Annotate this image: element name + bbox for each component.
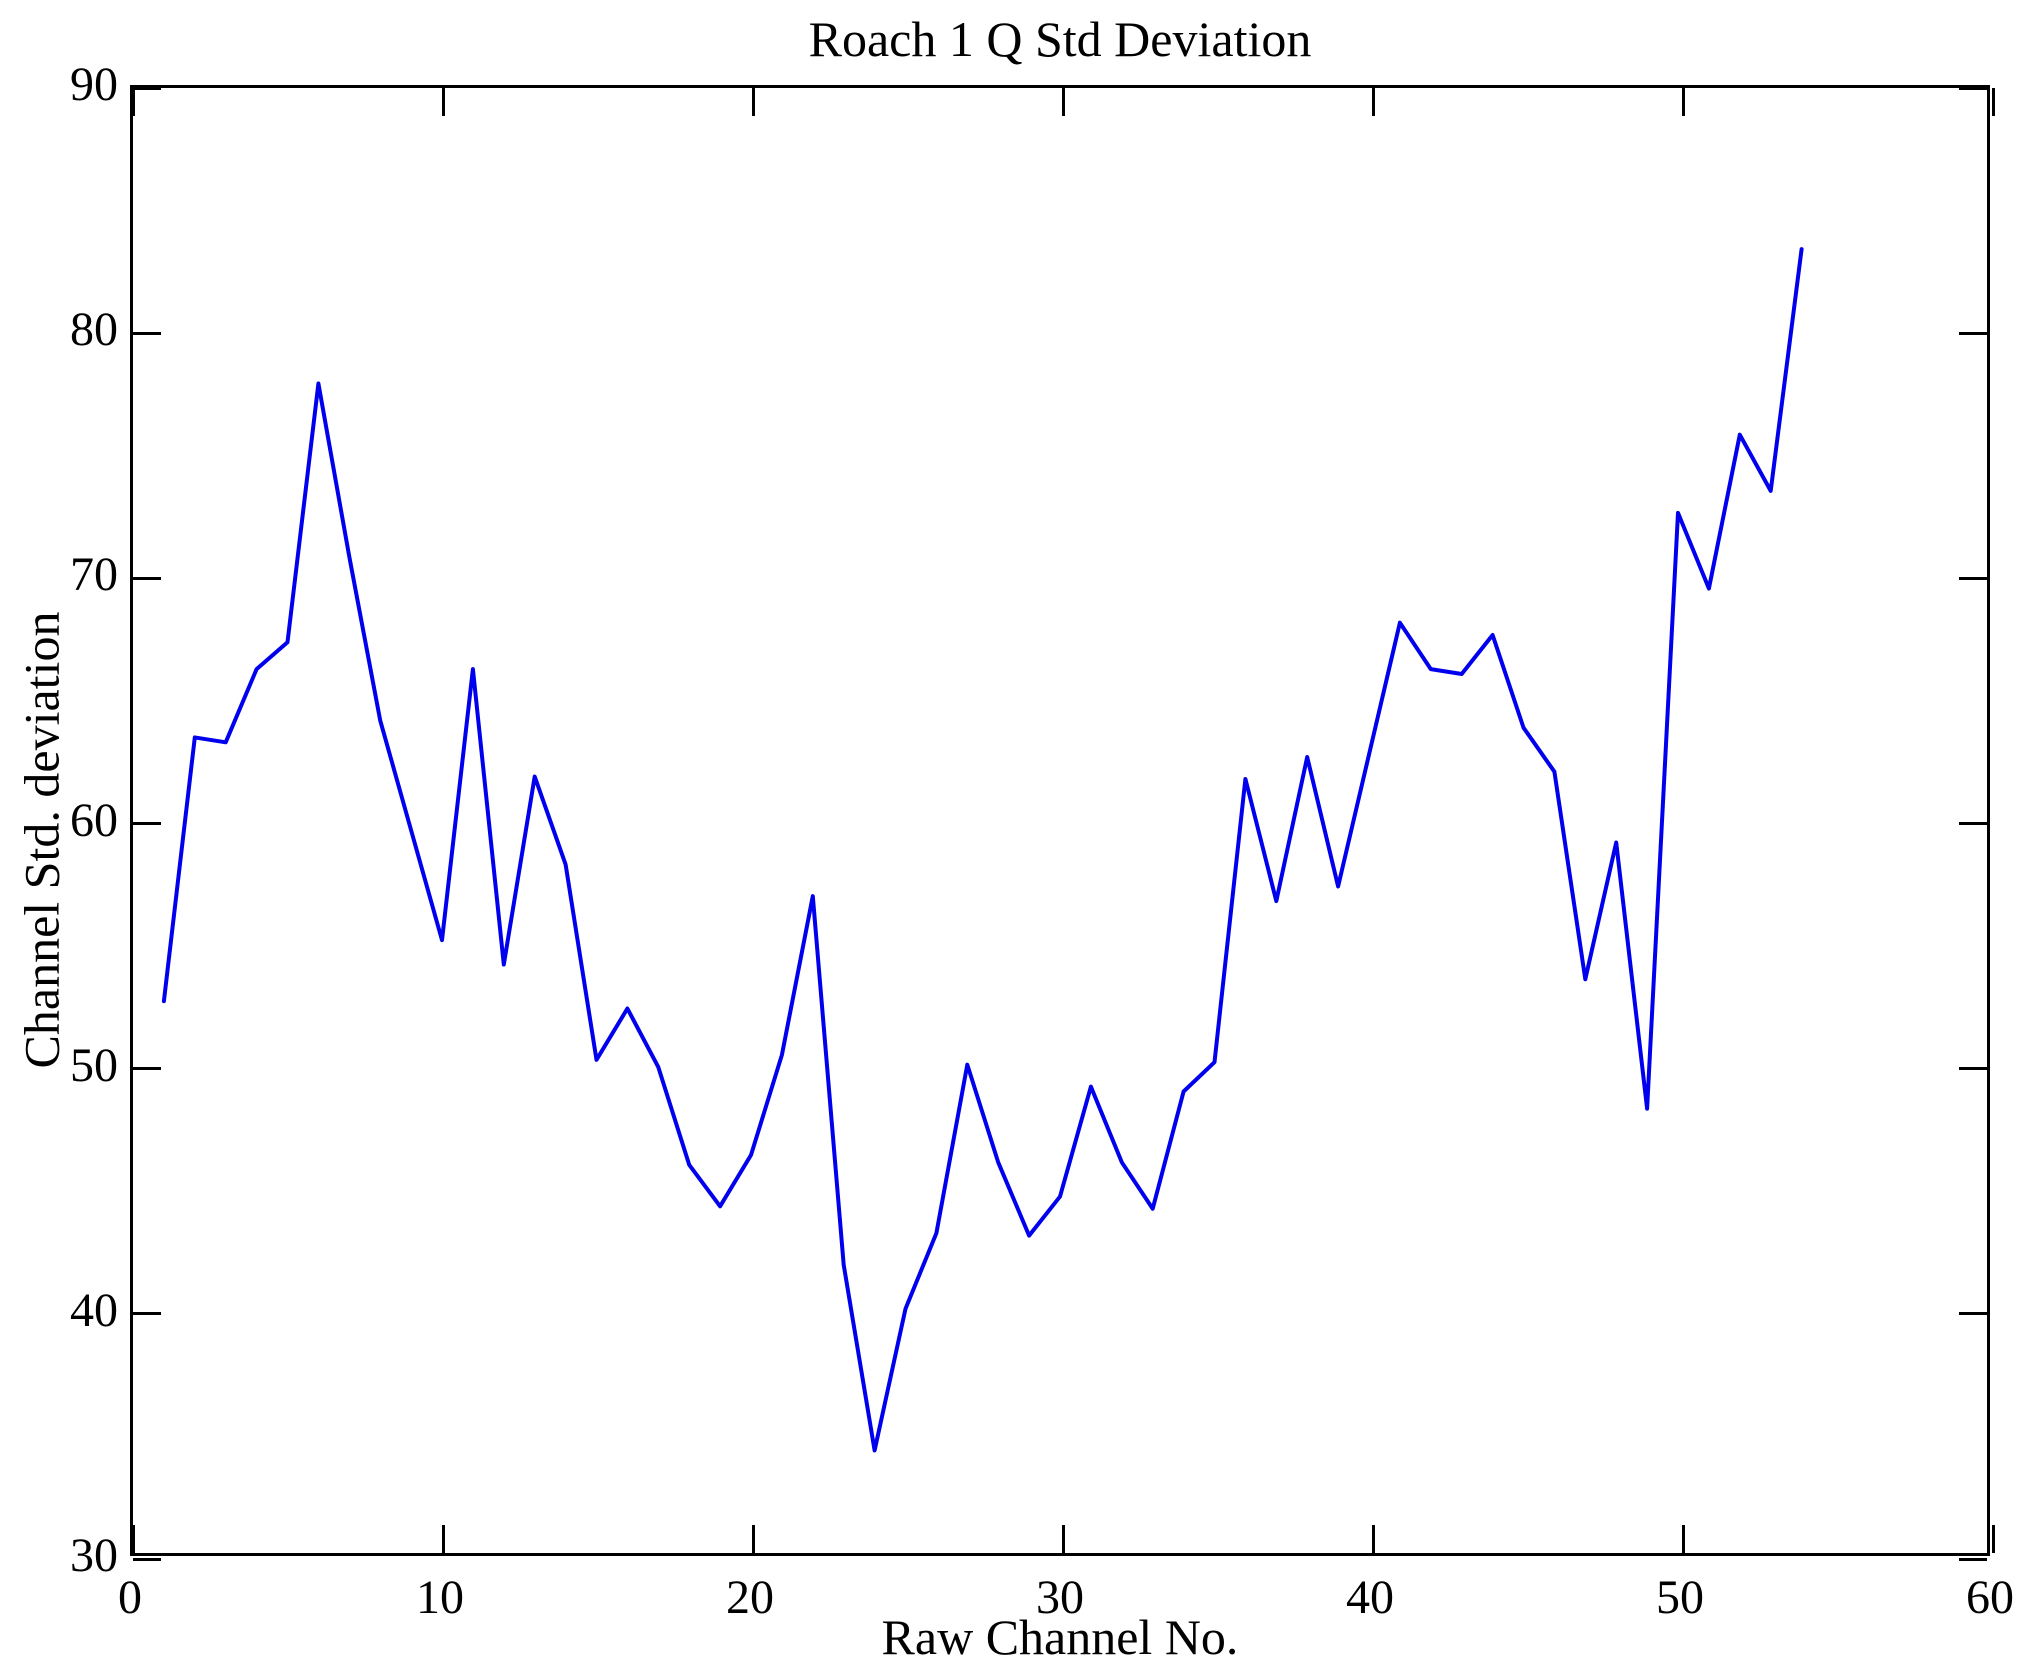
x-tick-mark-top (1061, 88, 1065, 116)
x-tick-mark (1371, 1525, 1375, 1553)
x-tick-label: 50 (1656, 1571, 1704, 1624)
y-tick-mark (133, 1067, 161, 1071)
y-tick-label: 70 (70, 548, 118, 602)
y-tick-label: 60 (70, 793, 118, 847)
x-tick-label: 20 (726, 1571, 774, 1624)
y-tick-mark-right (1959, 1067, 1987, 1071)
y-tick-mark (133, 822, 161, 825)
x-tick-label: 60 (1966, 1571, 2014, 1624)
y-tick-label: 50 (70, 1038, 118, 1092)
y-tick-label: 90 (70, 58, 118, 111)
y-tick-label: 30 (70, 1529, 118, 1582)
y-tick-label: 40 (70, 1283, 118, 1337)
y-tick-mark-right (1959, 331, 1987, 335)
y-tick-mark-right (1959, 576, 1987, 580)
line-chart (133, 88, 1987, 1553)
y-tick-mark-right (1959, 86, 1987, 90)
x-tick-mark-top (1991, 88, 1995, 116)
y-tick-mark-right (1959, 1557, 1987, 1561)
x-tick-mark-top (1371, 88, 1375, 116)
x-tick-label: 0 (118, 1571, 142, 1624)
y-tick-mark (133, 1312, 161, 1316)
y-tick-mark (133, 1557, 161, 1561)
x-tick-mark (441, 1525, 445, 1553)
x-tick-mark (1061, 1525, 1065, 1553)
x-tick-mark-top (751, 88, 755, 116)
plot-area (130, 85, 1995, 1561)
x-tick-mark-top (131, 88, 135, 116)
x-tick-mark-top (1681, 88, 1685, 116)
data-series-line (164, 249, 1802, 1450)
x-axis-label: Raw Channel No. (881, 1609, 1239, 1665)
x-tick-mark-top (441, 88, 445, 116)
y-tick-mark-right (1959, 822, 1987, 825)
x-tick-label: 10 (416, 1571, 464, 1624)
x-tick-mark (751, 1525, 755, 1553)
chart-title: Roach 1 Q Std Deviation (808, 11, 1312, 67)
x-tick-mark (1681, 1525, 1685, 1553)
x-tick-mark (1991, 1525, 1995, 1553)
y-tick-label: 80 (70, 303, 118, 357)
x-tick-label: 30 (1036, 1571, 1084, 1624)
y-tick-mark (133, 331, 161, 335)
y-tick-mark (133, 86, 161, 90)
x-tick-mark (131, 1525, 135, 1553)
y-tick-mark (133, 576, 161, 580)
y-tick-mark-right (1959, 1312, 1987, 1316)
x-tick-label: 40 (1346, 1571, 1394, 1624)
